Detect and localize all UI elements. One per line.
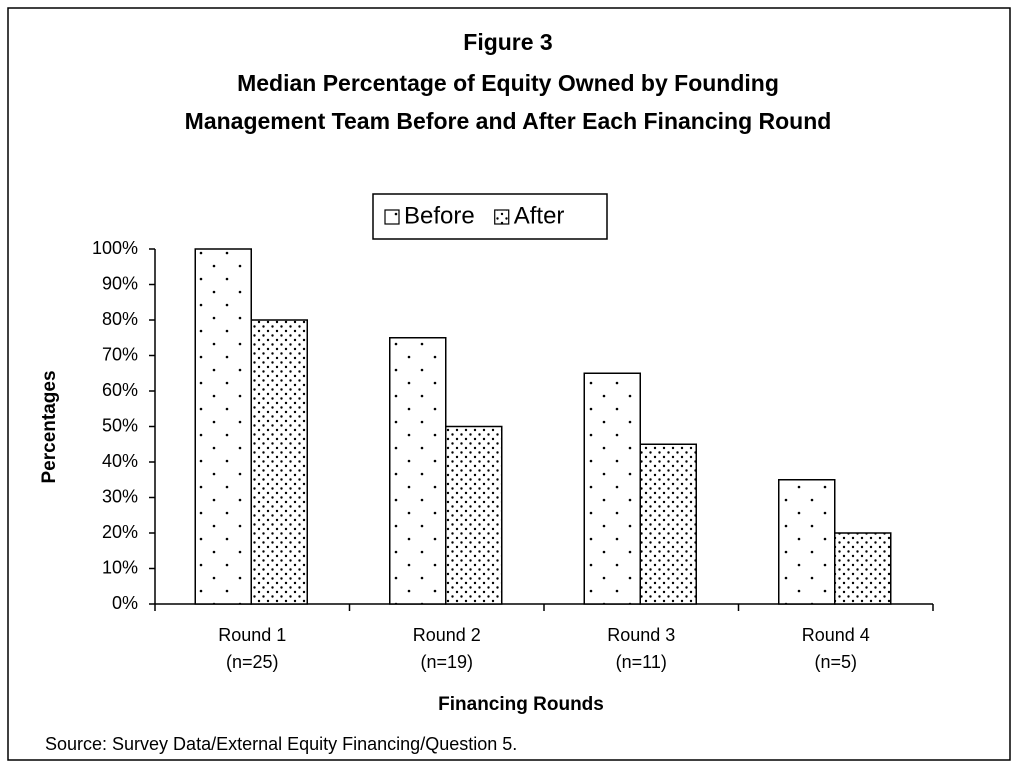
y-tick-label: 80%	[102, 309, 138, 329]
y-tick-label: 70%	[102, 344, 138, 364]
x-tick-label: (n=5)	[814, 652, 857, 672]
bar	[389, 337, 447, 605]
y-tick-label: 20%	[102, 522, 138, 542]
y-axis-label: Percentages	[39, 370, 60, 483]
x-tick-label: Round 1	[218, 625, 286, 645]
x-tick-label: (n=19)	[420, 652, 473, 672]
y-tick-label: 30%	[102, 486, 138, 506]
source-note: Source: Survey Data/External Equity Fina…	[45, 734, 517, 754]
x-tick-label: (n=11)	[616, 652, 667, 672]
bar	[583, 372, 641, 605]
legend-label: Before	[404, 202, 475, 229]
y-tick-label: 40%	[102, 451, 138, 471]
legend-swatch	[494, 209, 510, 225]
chart-title: Management Team Before and After Each Fi…	[185, 108, 832, 134]
bar	[834, 532, 892, 605]
x-tick-label: Round 4	[802, 625, 870, 645]
bar	[778, 479, 836, 605]
y-tick-label: 50%	[102, 415, 138, 435]
legend-box	[372, 193, 608, 240]
y-tick-label: 100%	[92, 238, 138, 258]
y-tick-label: 0%	[112, 593, 138, 613]
y-tick-label: 60%	[102, 380, 138, 400]
legend-label: After	[514, 202, 565, 229]
bar	[250, 319, 308, 605]
x-tick-label: (n=25)	[226, 652, 279, 672]
bar	[639, 443, 697, 605]
bar	[445, 425, 503, 605]
y-tick-label: 10%	[102, 557, 138, 577]
y-tick-label: 90%	[102, 273, 138, 293]
chart-title: Median Percentage of Equity Owned by Fou…	[237, 70, 779, 96]
chart-title: Figure 3	[463, 29, 552, 55]
x-tick-label: Round 2	[413, 625, 481, 645]
frame	[7, 7, 1011, 761]
legend-swatch	[384, 209, 400, 225]
x-axis-label: Financing Rounds	[438, 694, 604, 715]
x-tick-label: Round 3	[607, 625, 675, 645]
bar	[194, 248, 252, 605]
